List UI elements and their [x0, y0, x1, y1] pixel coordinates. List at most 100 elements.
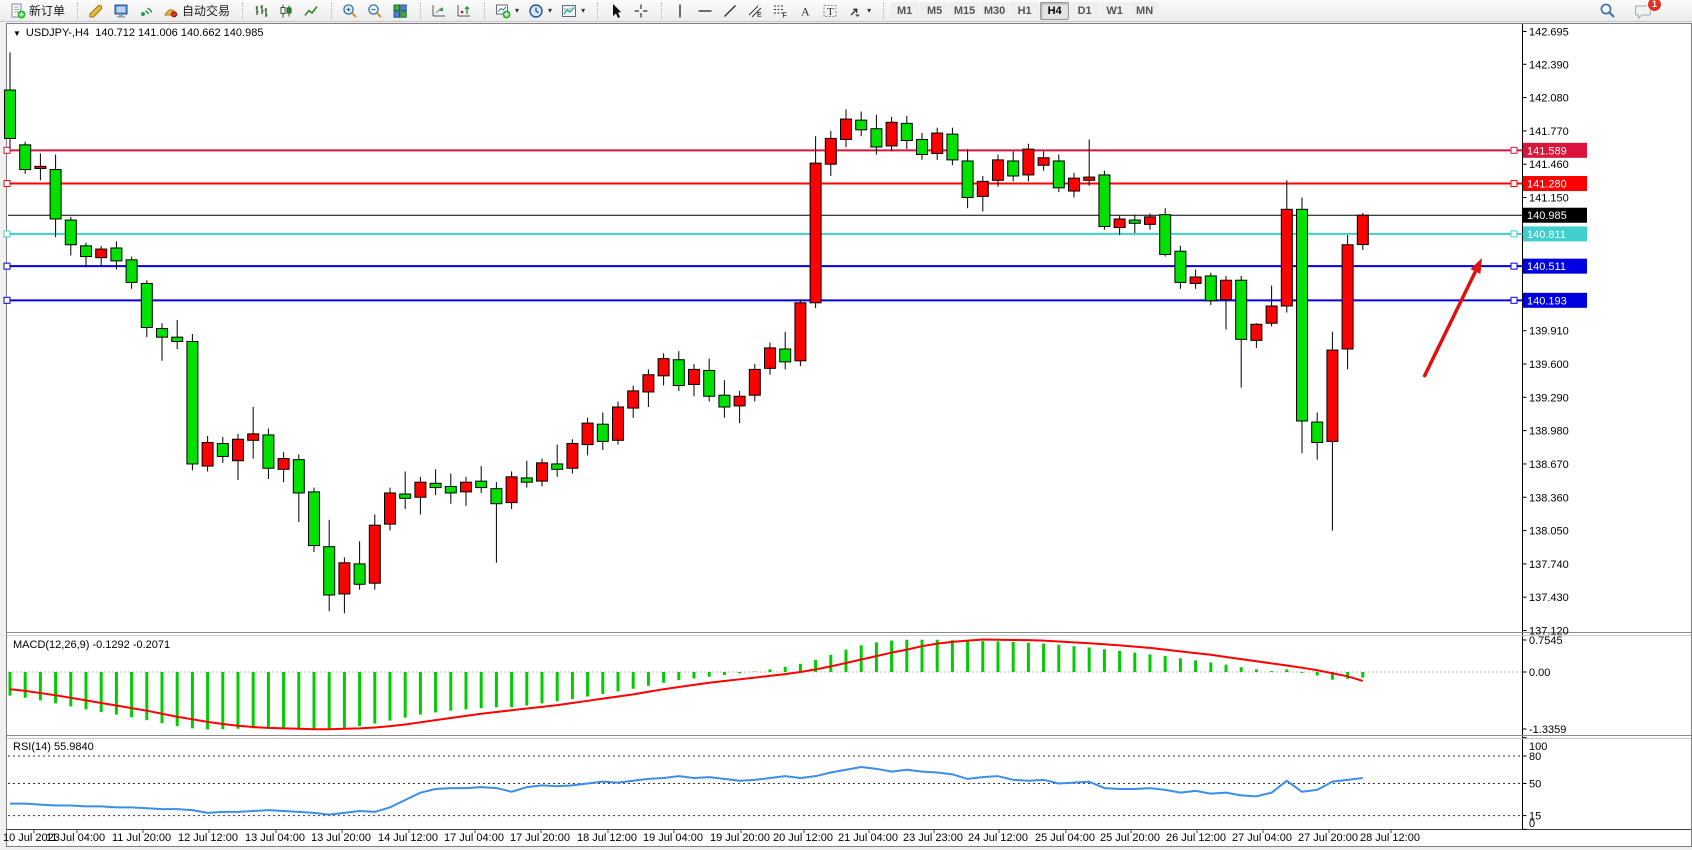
line-chart-button[interactable] [299, 1, 323, 21]
crayon-icon [89, 4, 103, 17]
chart-autoscroll-button[interactable] [452, 1, 476, 21]
price-axis-label: 138.050 [1529, 526, 1569, 538]
line-anchor-marker[interactable] [1510, 296, 1518, 304]
chart-title: ▼ USDJPY-,H4 140.712 141.006 140.662 140.… [13, 27, 263, 39]
candle [80, 242, 92, 268]
tab-timeframe-m15[interactable]: M15 [950, 1, 980, 20]
candlestick-chart-button[interactable] [274, 1, 298, 21]
candle [1007, 151, 1020, 182]
rsi-axis-label: 100 [1529, 741, 1547, 753]
candle [429, 469, 442, 496]
price-axis-label: 142.080 [1529, 93, 1569, 105]
new-chart-button[interactable]: ▾ [491, 1, 523, 21]
chart-shift-icon [432, 4, 446, 16]
candle [460, 476, 472, 506]
line-anchor-marker[interactable] [1510, 180, 1518, 188]
candle [992, 154, 1004, 187]
price-axis-label: 142.390 [1529, 59, 1569, 71]
tab-timeframe-h4[interactable]: H4 [1040, 1, 1070, 20]
candle [809, 136, 822, 309]
line-anchor-marker[interactable] [3, 180, 11, 188]
candle [1235, 275, 1248, 388]
candle [156, 323, 168, 361]
candle [1037, 151, 1050, 171]
search-button[interactable] [1595, 1, 1620, 21]
price-axis-label: 141.150 [1529, 192, 1569, 204]
candle [885, 116, 898, 152]
tab-timeframe-mn[interactable]: MN [1130, 1, 1160, 20]
toolbar-separator [72, 2, 79, 19]
fibonacci-tool-button[interactable]: F [768, 1, 792, 21]
periods-button[interactable]: ▾ [524, 1, 556, 21]
candle [1326, 331, 1339, 531]
candle [292, 454, 305, 522]
tab-timeframe-m30[interactable]: M30 [980, 1, 1010, 20]
time-axis-label: 25 Jul 04:00 [1035, 832, 1095, 844]
toolbar-separator [656, 2, 663, 19]
vertical-line-tool-button[interactable] [668, 1, 692, 21]
line-anchor-marker[interactable] [3, 296, 11, 304]
line-anchor-marker[interactable] [3, 262, 11, 270]
price-badge [1523, 292, 1587, 308]
rsi-axis-label: 15 [1529, 811, 1541, 823]
line-anchor-marker[interactable] [3, 230, 11, 238]
candle [688, 364, 700, 397]
tile-windows-button[interactable] [388, 1, 412, 21]
cursor-tool-button[interactable] [604, 1, 628, 21]
tab-timeframe-h1[interactable]: H1 [1010, 1, 1040, 20]
price-badge-label: 141.280 [1527, 179, 1567, 191]
chart-window [6, 23, 1692, 847]
autotrading-button[interactable]: 自动交易 [159, 1, 234, 21]
candle [779, 331, 792, 370]
rsi-axis-label: 50 [1529, 779, 1541, 791]
new-order-button[interactable]: 新订单 [6, 1, 69, 21]
toolbar-separator [878, 2, 885, 19]
crosshair-tool-button[interactable] [629, 1, 653, 21]
candle [1189, 269, 1202, 289]
line-anchor-marker[interactable] [3, 146, 11, 154]
zoom-out-button[interactable] [363, 1, 387, 21]
line-anchor-marker[interactable] [1510, 146, 1518, 154]
text-label-tool-button[interactable]: T [818, 1, 842, 21]
tab-timeframe-m1[interactable]: M1 [890, 1, 920, 20]
line-anchor-marker[interactable] [1510, 230, 1518, 238]
template-icon [562, 4, 577, 17]
candle [642, 369, 655, 408]
horizontal-line-tool-button[interactable] [693, 1, 717, 21]
channel-tool-button[interactable]: E [743, 1, 767, 21]
zoom-in-button[interactable] [338, 1, 362, 21]
candle [657, 353, 670, 386]
macd-axis-label: 0.7545 [1529, 635, 1563, 647]
rsi-line [10, 765, 1363, 816]
tab-timeframe-d1[interactable]: D1 [1070, 1, 1100, 20]
trendline-tool-button[interactable] [718, 1, 742, 21]
templates-button[interactable]: ▾ [557, 1, 589, 21]
time-axis-label: 21 Jul 04:00 [838, 832, 898, 844]
candle [1174, 245, 1187, 289]
arrow-annotation[interactable] [1422, 270, 1478, 378]
candle [1296, 197, 1308, 454]
line-anchor-marker[interactable] [1510, 262, 1518, 270]
fibonacci-icon: F [774, 5, 787, 19]
signals-button[interactable] [134, 1, 158, 21]
bar-chart-button[interactable] [249, 1, 273, 21]
time-axis-label: 11 Jul 04:00 [46, 832, 105, 844]
arrow-annotation-head[interactable] [1470, 258, 1482, 274]
terminal-button[interactable] [109, 1, 133, 21]
candle [414, 476, 427, 515]
price-axis-label: 137.430 [1529, 592, 1569, 604]
styles-button[interactable] [84, 1, 108, 21]
arrows-icon [850, 7, 861, 17]
candle [672, 351, 685, 391]
arrows-tool-button[interactable]: ▾ [843, 1, 875, 21]
candle [19, 141, 32, 174]
tab-timeframe-m5[interactable]: M5 [920, 1, 950, 20]
price-badge [1523, 258, 1587, 274]
tab-timeframe-w1[interactable]: W1 [1100, 1, 1130, 20]
chevron-down-icon: ▾ [867, 6, 872, 15]
candle [232, 433, 244, 481]
chart-shift-button[interactable] [427, 1, 451, 21]
candle [520, 460, 533, 488]
text-tool-button[interactable]: A [793, 1, 817, 21]
